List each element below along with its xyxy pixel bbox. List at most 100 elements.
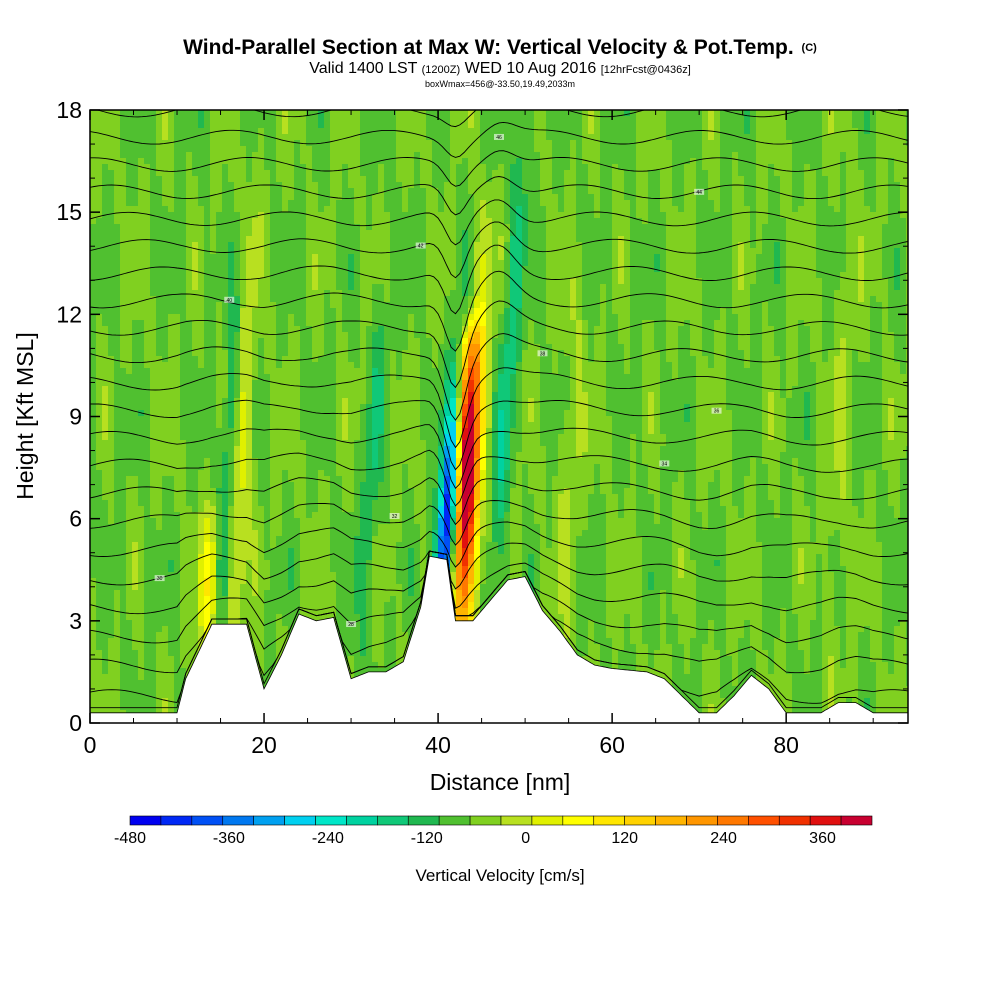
velocity-cell <box>168 446 175 453</box>
velocity-cell <box>102 200 109 207</box>
velocity-cell <box>108 488 115 495</box>
velocity-cell <box>294 530 301 537</box>
velocity-cell <box>360 218 367 225</box>
velocity-cell <box>318 386 325 393</box>
velocity-cell <box>258 608 265 615</box>
velocity-cell <box>180 182 187 189</box>
velocity-cell <box>306 398 313 405</box>
velocity-cell <box>96 158 103 165</box>
velocity-cell <box>264 596 271 603</box>
velocity-cell <box>204 482 211 489</box>
velocity-cell <box>336 524 343 531</box>
velocity-cell <box>294 206 301 213</box>
velocity-cell <box>330 188 337 195</box>
velocity-cell <box>162 146 169 153</box>
velocity-cell <box>342 380 349 387</box>
velocity-cell <box>96 602 103 609</box>
velocity-cell <box>246 356 253 363</box>
velocity-cell <box>354 446 361 453</box>
velocity-cell <box>282 560 289 567</box>
velocity-cell <box>264 254 271 261</box>
velocity-cell <box>372 206 379 213</box>
velocity-cell <box>114 326 121 333</box>
velocity-cell <box>294 260 301 267</box>
velocity-cell <box>240 290 247 297</box>
velocity-cell <box>300 296 307 303</box>
velocity-cell <box>114 530 121 537</box>
velocity-cell <box>354 170 361 177</box>
velocity-cell <box>222 152 229 159</box>
velocity-cell <box>204 302 211 309</box>
velocity-cell <box>198 542 205 549</box>
velocity-cell <box>150 632 157 639</box>
velocity-cell <box>336 584 343 591</box>
velocity-cell <box>294 584 301 591</box>
velocity-cell <box>162 206 169 213</box>
velocity-cell <box>120 242 127 249</box>
velocity-cell <box>120 554 127 561</box>
velocity-cell <box>216 422 223 429</box>
velocity-cell <box>132 236 139 243</box>
velocity-cell <box>282 416 289 423</box>
velocity-cell <box>366 464 373 471</box>
velocity-cell <box>228 596 235 603</box>
velocity-cell <box>216 446 223 453</box>
velocity-cell <box>264 488 271 495</box>
velocity-cell <box>126 326 133 333</box>
velocity-cell <box>264 410 271 417</box>
velocity-cell <box>198 200 205 207</box>
velocity-cell <box>294 440 301 447</box>
velocity-cell <box>276 350 283 357</box>
velocity-cell <box>168 128 175 135</box>
velocity-cell <box>270 416 277 423</box>
velocity-cell <box>156 380 163 387</box>
velocity-cell <box>210 572 217 579</box>
velocity-cell <box>336 404 343 411</box>
velocity-cell <box>276 482 283 489</box>
velocity-cell <box>156 662 163 669</box>
velocity-cell <box>240 470 247 477</box>
velocity-cell <box>282 464 289 471</box>
velocity-cell <box>126 464 133 471</box>
velocity-cell <box>204 182 211 189</box>
velocity-cell <box>252 284 259 291</box>
velocity-cell <box>174 302 181 309</box>
velocity-cell <box>102 608 109 615</box>
velocity-cell <box>204 566 211 573</box>
velocity-cell <box>312 182 319 189</box>
velocity-cell <box>114 284 121 291</box>
velocity-cell <box>108 368 115 375</box>
velocity-cell <box>372 422 379 429</box>
velocity-cell <box>270 140 277 147</box>
velocity-cell <box>156 272 163 279</box>
velocity-cell <box>174 482 181 489</box>
velocity-cell <box>150 572 157 579</box>
velocity-cell <box>240 614 247 621</box>
velocity-cell <box>378 230 385 237</box>
velocity-cell <box>96 632 103 639</box>
velocity-cell <box>108 506 115 513</box>
velocity-cell <box>180 206 187 213</box>
velocity-cell <box>300 212 307 219</box>
velocity-cell <box>342 278 349 285</box>
velocity-cell <box>288 608 295 615</box>
velocity-cell <box>294 566 301 573</box>
velocity-cell <box>168 158 175 165</box>
velocity-cell <box>120 596 127 603</box>
velocity-cell <box>108 272 115 279</box>
velocity-cell <box>222 128 229 135</box>
velocity-cell <box>360 566 367 573</box>
velocity-cell <box>234 512 241 519</box>
velocity-cell <box>168 530 175 537</box>
velocity-cell <box>324 326 331 333</box>
velocity-cell <box>306 164 313 171</box>
velocity-cell <box>138 698 145 705</box>
velocity-cell <box>288 242 295 249</box>
velocity-cell <box>366 632 373 639</box>
velocity-cell <box>342 254 349 261</box>
velocity-cell <box>258 236 265 243</box>
velocity-cell <box>252 446 259 453</box>
velocity-cell <box>156 584 163 591</box>
velocity-cell <box>168 422 175 429</box>
velocity-cell <box>108 386 115 393</box>
